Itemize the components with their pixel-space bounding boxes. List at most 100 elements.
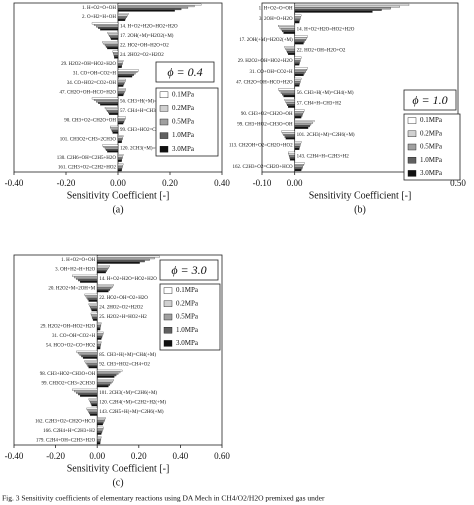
bar [97,323,102,326]
bar [288,52,295,55]
x-tick-label: -0.40 [5,451,24,461]
bar [86,407,98,410]
bar [278,25,295,27]
category-label: 56. CH3+H(+M)=CH4(+M) [120,100,177,105]
bar [284,46,295,49]
category-label: 99. CH3O2+CH3=2CH3O [41,381,95,386]
category-label: 47. CH2O+OH=HCO+H2O [59,90,116,95]
bar [278,88,295,91]
bar [80,394,98,397]
bar [107,150,119,153]
category-label: 90. CH3+O2=CH2O+OH [241,112,293,117]
x-tick-label: 0.00 [287,178,303,188]
legend-swatch [407,156,417,164]
category-label: 120. 2CH3(+M)=C2H6(+M) [120,147,178,152]
bar [97,255,160,258]
bar [294,164,304,166]
bar [91,404,98,407]
bar [294,70,306,73]
category-label: 56. CH3+H(+M)=CH4(+M) [297,91,354,96]
bar [294,61,300,64]
bar [117,9,175,12]
bar [294,79,301,82]
bar [117,75,133,78]
bar [294,144,301,147]
bar [117,117,126,120]
bar [280,91,295,94]
category-label: 99. CH3+HO2=CH3O+OH [237,123,293,128]
category-label: 113. CH2OH+O2=CH2O+HO2 [229,144,293,149]
category-label: 101. CH3O2+CH3=2CH3O [60,137,117,142]
category-label: 22. HO2+OH=H2O+O2 [297,49,346,54]
bar [90,307,98,310]
bar [281,130,295,133]
bar [110,125,119,128]
bar [117,14,128,17]
category-label: 57. CH4+H=CH3+H2 [120,109,165,114]
bar [282,30,295,33]
bar [117,158,123,161]
bar [117,138,123,141]
category-label: 3. OH+H2=H+H2O [55,267,96,272]
phi-box [159,259,219,281]
bar [72,274,98,277]
bar [105,45,119,48]
category-label: 22. HO2+OH=O2+H2O [99,296,148,301]
bar [294,42,304,45]
legend-swatch [407,170,417,177]
bar [117,81,125,84]
bar [287,104,295,107]
category-label: 90. CH3+O2=CH2O+OH [64,119,116,124]
bar [86,363,98,366]
bar [294,82,300,85]
x-tick-label: 0.60 [214,451,230,461]
bar [88,410,98,413]
legend-swatch [407,143,417,151]
bar [294,17,301,20]
legend-swatch [163,340,173,347]
category-label: 57. CH4+H=CH3+H2 [297,101,342,106]
bar [77,352,98,355]
legend-swatch [163,327,173,334]
bar [97,342,102,345]
bar [117,139,123,142]
bar [294,7,391,10]
category-label: 120. C2H4(+M)=C2H2+H2(+M) [99,400,166,405]
x-tick-label: 0.50 [450,178,466,188]
bar [103,146,119,148]
bar [88,303,98,306]
category-label: 20. H2O2+M=2OH+M [48,286,95,291]
bar [294,19,300,22]
bar [294,112,303,115]
bar [76,391,98,394]
bar [112,50,119,53]
bar [279,90,295,93]
bar [117,61,123,64]
category-label: 85. CH3+H(+M)=CH4(+M) [99,353,156,358]
x-tick-label: 0.00 [110,178,126,188]
bar [117,78,126,81]
legend-swatch [159,145,169,153]
bar [88,398,98,401]
bar [97,334,103,337]
bar [97,428,104,431]
bar [109,113,119,115]
legend-swatch [159,91,169,99]
x-axis-label: Sensitivity Coefficient [-] [309,190,412,201]
bar [117,88,126,91]
bar [117,136,123,139]
category-label: 24. 2HO2=O2+H2O2 [120,53,164,58]
bar [117,6,189,9]
legend-label: 0.1MPa [176,286,199,294]
bar [294,16,301,19]
bar [117,167,123,170]
legend-swatch [407,117,417,124]
category-label: 29. H2O2+OH=HO2+H2O [238,59,293,64]
bar [287,51,295,54]
x-tick-label: 0.40 [214,178,230,188]
phi-box [155,61,215,83]
bar [97,432,102,435]
bar [79,353,98,356]
bar [78,393,98,396]
